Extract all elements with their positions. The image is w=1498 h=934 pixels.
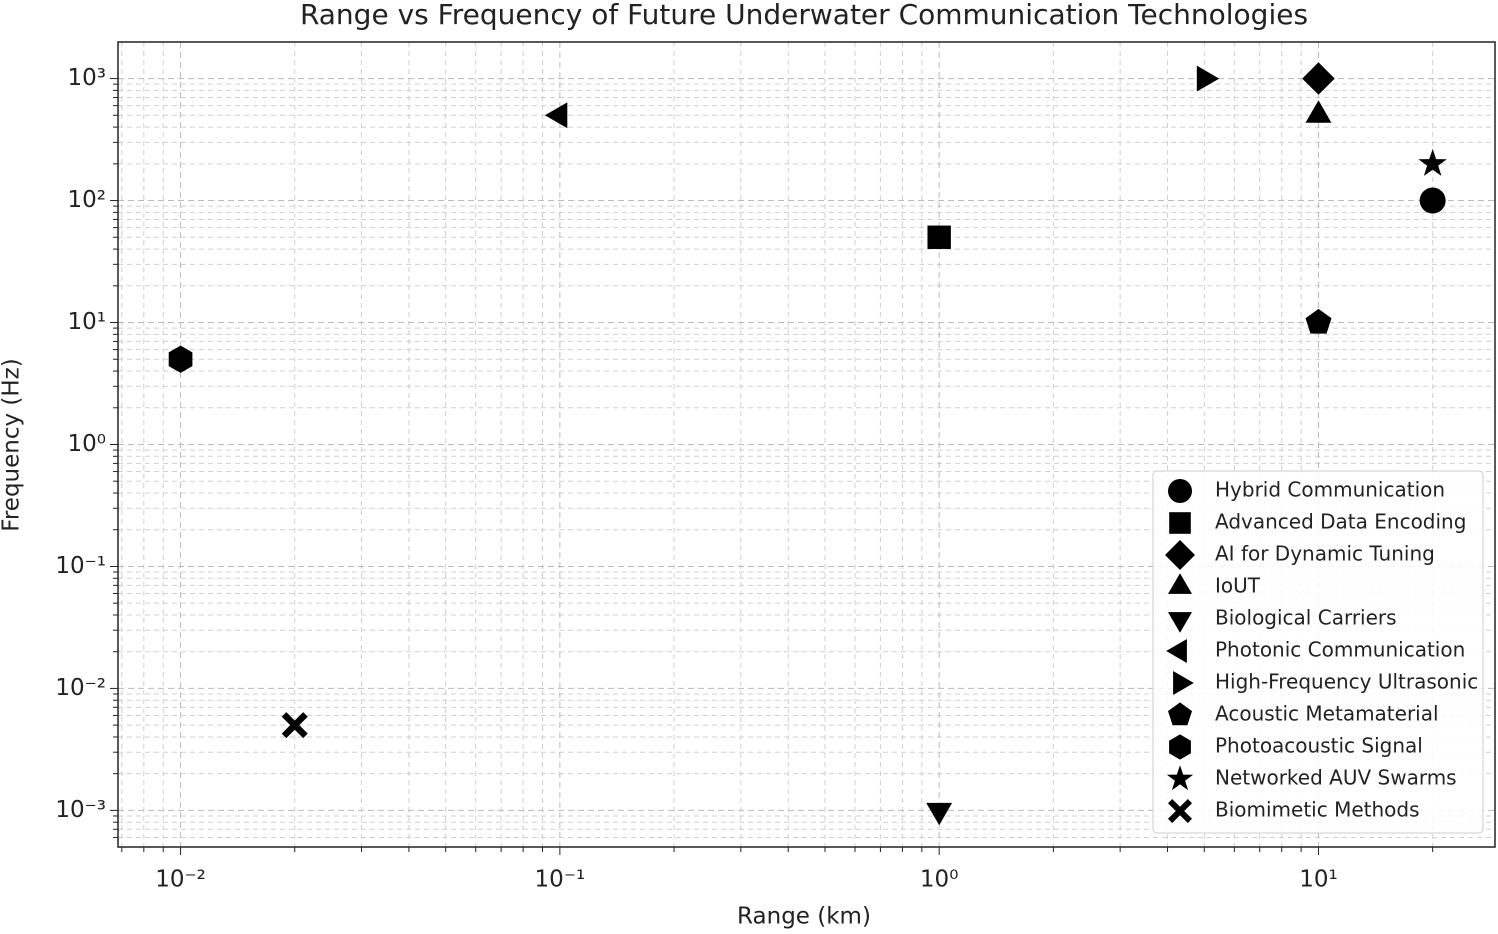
- y-tick-label: 10²: [68, 187, 107, 213]
- point: [1418, 148, 1447, 176]
- legend-marker: [1173, 671, 1194, 695]
- legend-label: AI for Dynamic Tuning: [1215, 542, 1435, 566]
- point: [1305, 308, 1332, 334]
- legend-label: Hybrid Communication: [1215, 478, 1445, 502]
- point: [168, 345, 193, 373]
- legend-label: Biological Carriers: [1215, 606, 1397, 630]
- legend-marker: [1165, 540, 1195, 570]
- legend-marker: [1168, 702, 1192, 726]
- y-tick-label: 10⁻³: [55, 797, 106, 823]
- legend-box: [1152, 470, 1484, 834]
- legend-marker: [1168, 799, 1192, 823]
- legend-marker: [1166, 765, 1194, 791]
- x-tick-label: 10¹: [1299, 867, 1338, 893]
- legend-marker: [1168, 612, 1192, 633]
- legend-label: High-Frequency Ultrasonic: [1215, 670, 1478, 694]
- legend-label: Networked AUV Swarms: [1215, 766, 1457, 790]
- point: [1419, 187, 1446, 214]
- legend-marker: [1168, 573, 1192, 594]
- legend-marker: [1168, 479, 1192, 503]
- y-tick-label: 10⁻²: [55, 675, 106, 701]
- legend-label: Biomimetic Methods: [1215, 798, 1420, 822]
- chart-title: Range vs Frequency of Future Underwater …: [300, 0, 1308, 31]
- legend-label: Advanced Data Encoding: [1215, 510, 1466, 534]
- legend-label: Acoustic Metamaterial: [1215, 702, 1439, 726]
- y-tick-label: 10³: [68, 65, 107, 91]
- legend-label: Photonic Communication: [1215, 638, 1465, 662]
- x-tick-label: 10⁰: [920, 867, 959, 893]
- x-tick-label: 10⁻²: [155, 867, 206, 893]
- y-tick-label: 10¹: [68, 309, 107, 335]
- x-axis-label: Range (km): [737, 904, 871, 930]
- y-tick-label: 10⁰: [68, 431, 107, 457]
- point: [927, 225, 951, 249]
- plot-frame: [117, 41, 1496, 848]
- point: [1196, 65, 1220, 92]
- point: [281, 712, 308, 739]
- point: [1305, 100, 1332, 123]
- legend-marker: [1166, 639, 1187, 663]
- point: [926, 802, 953, 826]
- point: [544, 102, 568, 129]
- point: [1302, 62, 1335, 95]
- legend-label: Photoacoustic Signal: [1215, 734, 1423, 758]
- y-axis-label: Frequency (Hz): [0, 358, 25, 531]
- legend-marker: [1169, 512, 1191, 534]
- x-tick-label: 10⁻¹: [535, 867, 586, 893]
- y-tick-label: 10⁻¹: [55, 553, 106, 579]
- legend-label: IoUT: [1215, 574, 1261, 598]
- legend-marker: [1169, 734, 1191, 760]
